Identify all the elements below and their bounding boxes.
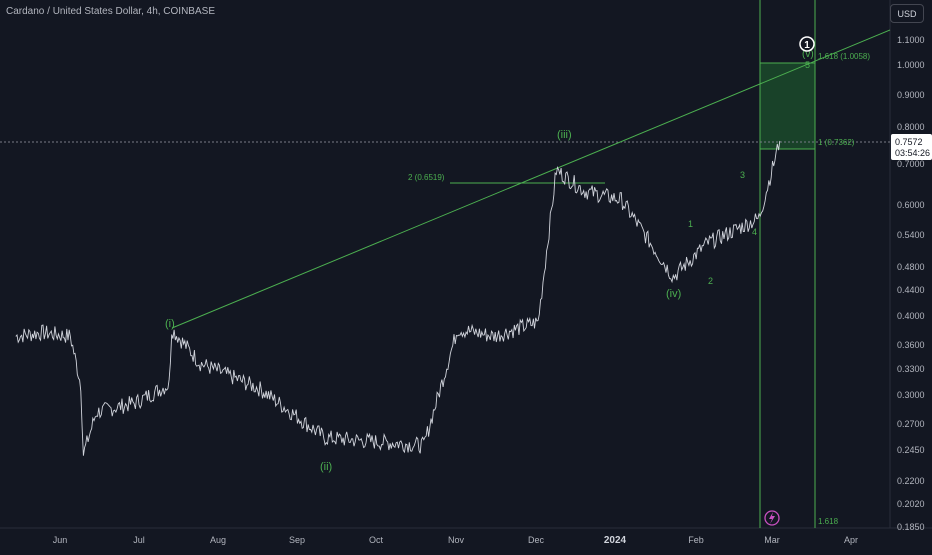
price-tick: 0.6000: [897, 200, 925, 210]
price-tick: 0.3300: [897, 364, 925, 374]
event-marker-icon[interactable]: [764, 510, 780, 526]
wave-label-iii: (iii): [557, 129, 572, 141]
price-tick: 0.2700: [897, 419, 925, 429]
time-label: Jul: [133, 535, 145, 545]
circled-wave-1-badge: [799, 36, 815, 52]
time-label: Sep: [289, 535, 305, 545]
price-tick: 0.2450: [897, 445, 925, 455]
time-label: Apr: [844, 535, 858, 545]
last-price-value: 0.7572: [895, 137, 923, 147]
price-tick: 1.0000: [897, 60, 925, 70]
wave-label-i: (i): [165, 318, 175, 330]
currency-button[interactable]: USD: [890, 4, 924, 23]
price-tick: 0.3600: [897, 340, 925, 350]
price-tick: 0.5400: [897, 230, 925, 240]
fib-target-zone[interactable]: [760, 63, 815, 149]
fib-1618-bottom-label: 1.618: [818, 517, 839, 526]
minor-label-1: 1: [688, 219, 693, 229]
fib-1-label: 1 (0.7362): [818, 138, 855, 147]
wave-label-iv: (iv): [666, 288, 681, 300]
time-label: Mar: [764, 535, 780, 545]
price-series-line[interactable]: [15, 140, 781, 456]
time-label: Jun: [53, 535, 68, 545]
price-tick: 1.1000: [897, 35, 925, 45]
price-tick: 0.7000: [897, 159, 925, 169]
time-label: 2024: [604, 535, 627, 546]
time-label: Dec: [528, 535, 545, 545]
time-label: Feb: [688, 535, 704, 545]
price-tick: 0.9000: [897, 90, 925, 100]
time-label: Nov: [448, 535, 465, 545]
wave-label-ii: (ii): [320, 461, 332, 473]
time-axis[interactable]: Jun Jul Aug Sep Oct Nov Dec 2024 Feb Mar…: [53, 535, 858, 546]
price-axis[interactable]: 1.1000 1.0000 0.9000 0.8000 0.7000 0.600…: [897, 35, 925, 532]
minor-label-3: 3: [740, 170, 745, 180]
time-label: Oct: [369, 535, 384, 545]
minor-label-2: 2: [708, 276, 713, 286]
lightning-bolt-icon: [769, 512, 775, 524]
countdown-value: 03:54:26: [895, 148, 930, 158]
price-tick: 0.2020: [897, 499, 925, 509]
price-tick: 0.1850: [897, 522, 925, 532]
fib-2-label: 2 (0.6519): [408, 173, 445, 182]
channel-trendline[interactable]: [171, 29, 891, 329]
circled-wave-1-label: 1: [804, 40, 810, 51]
price-tick: 0.8000: [897, 122, 925, 132]
minor-label-5: 5: [805, 60, 810, 70]
minor-label-4: 4: [752, 227, 757, 237]
price-tick: 0.4000: [897, 311, 925, 321]
time-label: Aug: [210, 535, 226, 545]
price-tick: 0.3000: [897, 390, 925, 400]
price-tick: 0.2200: [897, 476, 925, 486]
wave-label-v: (v): [802, 49, 814, 60]
price-tick: 0.4800: [897, 262, 925, 272]
price-tick: 0.4400: [897, 285, 925, 295]
last-price-badge: [891, 134, 932, 160]
fib-1618-label: 1.618 (1.0058): [818, 52, 870, 61]
symbol-title: Cardano / United States Dollar, 4h, COIN…: [6, 6, 215, 17]
